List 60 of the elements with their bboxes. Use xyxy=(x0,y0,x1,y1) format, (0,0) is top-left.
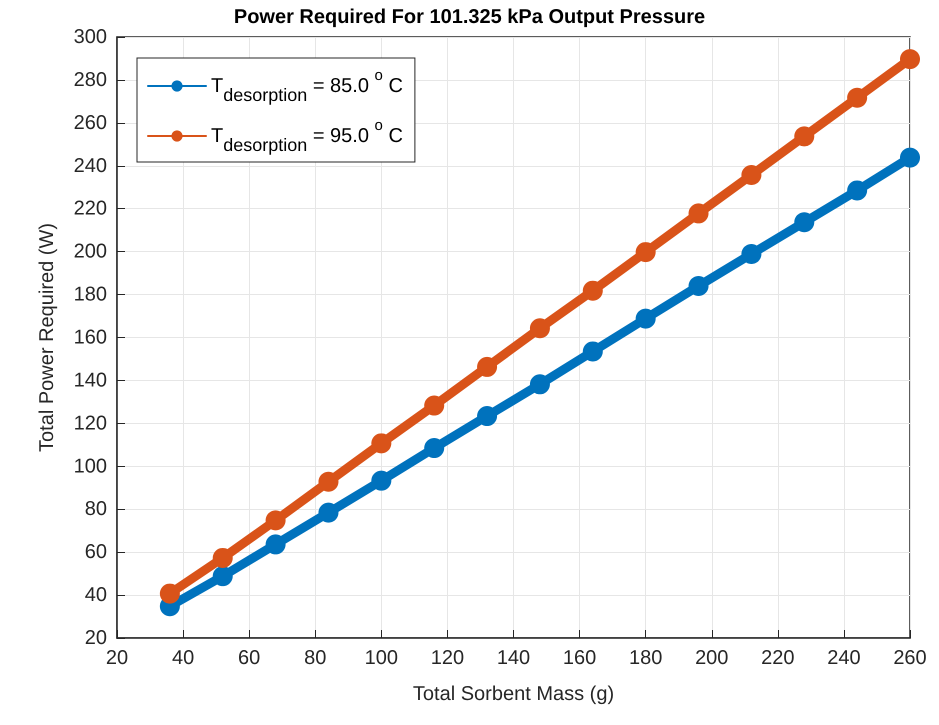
point xyxy=(582,341,603,362)
y-tick-label: 160 xyxy=(74,326,107,348)
y-axis-title: Total Power Required (W) xyxy=(36,223,58,452)
point xyxy=(266,534,286,554)
x-axis-title: Total Sorbent Mass (g) xyxy=(412,683,614,705)
point xyxy=(424,438,444,458)
x-tick-label: 180 xyxy=(628,647,662,669)
x-tick-label: 40 xyxy=(172,647,194,669)
y-tick-label: 40 xyxy=(84,584,107,606)
point xyxy=(688,276,709,296)
y-tick-label: 100 xyxy=(74,455,107,478)
x-tick-label: 100 xyxy=(364,647,398,669)
point xyxy=(636,308,656,329)
point xyxy=(477,406,498,426)
point xyxy=(741,244,762,264)
x-tick-label: 200 xyxy=(695,647,728,669)
y-tick-label: 60 xyxy=(84,541,107,564)
y-tick-label: 20 xyxy=(84,627,107,649)
x-tick-label: 140 xyxy=(496,647,530,669)
y-tick-label: 120 xyxy=(74,412,107,434)
y-tick-label: 140 xyxy=(74,369,107,392)
y-tick-label: 280 xyxy=(74,68,107,91)
x-tick-label: 260 xyxy=(893,647,927,669)
chart-title: Power Required For 101.325 kPa Output Pressure xyxy=(234,6,706,28)
point xyxy=(582,280,603,301)
x-tick-label: 60 xyxy=(238,647,260,669)
point xyxy=(530,318,550,338)
x-tick-label: 120 xyxy=(430,647,464,669)
y-tick-label: 200 xyxy=(74,240,107,263)
point xyxy=(847,88,868,108)
y-tick-label: 260 xyxy=(74,112,107,134)
point xyxy=(318,472,338,492)
point xyxy=(212,548,233,568)
point xyxy=(371,470,392,491)
point xyxy=(794,126,814,146)
point xyxy=(371,433,392,454)
point xyxy=(900,49,920,70)
y-tick-label: 180 xyxy=(74,284,107,306)
point xyxy=(424,396,444,416)
point xyxy=(160,584,180,604)
point xyxy=(900,148,920,168)
point xyxy=(318,502,338,523)
point xyxy=(688,203,709,224)
x-tick-label: 160 xyxy=(562,647,596,669)
x-tick-label: 80 xyxy=(304,647,326,669)
x-tick-label: 240 xyxy=(827,647,861,669)
point xyxy=(266,510,286,530)
point xyxy=(741,165,762,186)
y-tick-label: 220 xyxy=(74,198,107,220)
point xyxy=(530,374,550,394)
point xyxy=(794,212,814,232)
y-tick-label: 300 xyxy=(74,26,107,48)
point xyxy=(636,242,656,262)
x-tick-label: 20 xyxy=(106,647,128,669)
y-tick-label: 240 xyxy=(74,154,107,177)
point xyxy=(847,180,868,200)
point xyxy=(212,566,233,586)
point xyxy=(477,356,498,377)
y-tick-label: 80 xyxy=(84,498,107,520)
x-tick-label: 220 xyxy=(761,647,795,669)
